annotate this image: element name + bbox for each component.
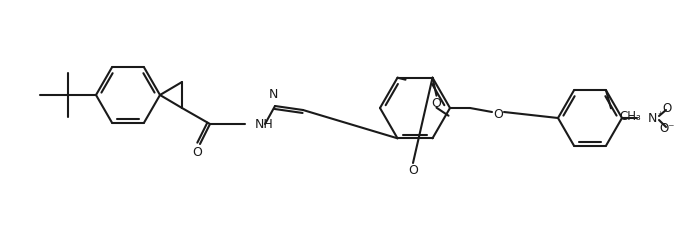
- Text: O: O: [431, 97, 442, 110]
- Text: O: O: [192, 147, 202, 159]
- Text: O: O: [662, 103, 672, 115]
- Text: CH₃: CH₃: [619, 110, 641, 123]
- Text: N: N: [647, 112, 657, 125]
- Text: NH: NH: [255, 119, 274, 131]
- Text: N: N: [268, 88, 278, 102]
- Text: O: O: [408, 164, 418, 178]
- Text: ⁺: ⁺: [657, 111, 663, 121]
- Text: O: O: [493, 108, 503, 120]
- Text: O⁻: O⁻: [659, 123, 675, 136]
